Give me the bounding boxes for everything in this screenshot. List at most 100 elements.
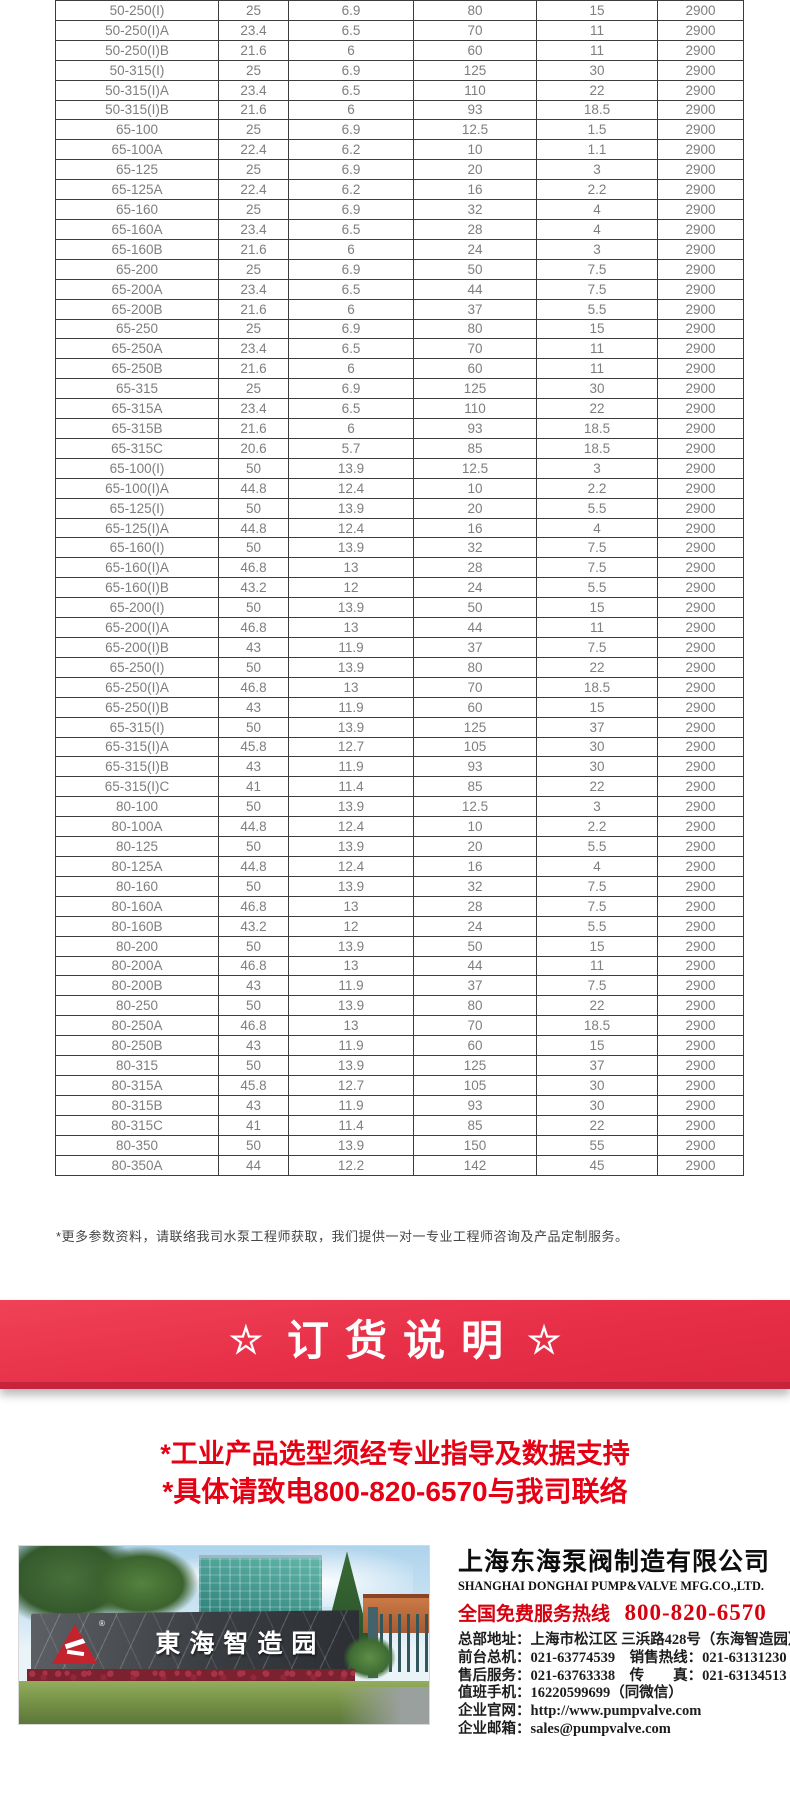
cell-value-4: 7.5: [536, 637, 658, 658]
cell-value-3: 44: [413, 617, 537, 638]
spec-row: 50-250(I)B 21.6 6 60 11 2900: [55, 39, 744, 61]
cell-value-3: 70: [413, 338, 537, 360]
cell-value-3: 70: [413, 676, 537, 698]
cell-value-3: 24: [413, 238, 537, 260]
cell-speed: 2900: [657, 736, 744, 758]
cell-value-2: 6.5: [288, 218, 414, 240]
spec-row: 65-315B 21.6 6 93 18.5 2900: [55, 418, 744, 439]
cell-value-1: 46.8: [218, 557, 289, 579]
spec-row: 65-100A 22.4 6.2 10 1.1 2900: [55, 139, 744, 161]
spec-row: 65-160(I) 50 13.9 32 7.5 2900: [55, 537, 744, 559]
cell-value-4: 3: [536, 238, 658, 260]
cell-value-2: 13.9: [288, 497, 414, 519]
cell-speed: 2900: [657, 577, 744, 599]
cell-value-3: 80: [413, 318, 537, 340]
spec-row: 65-315 25 6.9 125 30 2900: [55, 378, 744, 400]
cell-value-3: 125: [413, 1055, 537, 1076]
cell-value-4: 7.5: [536, 975, 658, 997]
cell-speed: 2900: [657, 179, 744, 201]
cell-value-1: 43: [218, 637, 289, 658]
spec-row: 65-250(I)A 46.8 13 70 18.5 2900: [55, 676, 744, 698]
note-text: *更多参数资料，请联络我司水泵工程师获取，我们提供一对一专业工程师咨询及产品定制…: [56, 1229, 629, 1244]
cell-value-4: 11: [536, 617, 658, 638]
pump-spec-table: 50-250(I) 25 6.9 80 15 2900 50-250(I)A 2…: [55, 0, 744, 1177]
cell-model: 65-125: [55, 159, 219, 181]
cell-speed: 2900: [657, 796, 744, 818]
cell-speed: 2900: [657, 637, 744, 658]
cell-value-1: 25: [218, 378, 289, 400]
cell-value-3: 37: [413, 975, 537, 997]
cell-value-2: 13.9: [288, 537, 414, 559]
cell-value-4: 5.5: [536, 298, 658, 320]
cell-speed: 2900: [657, 1015, 744, 1037]
contact-line: 售后服务：021-63763338 传 真：021-63134513: [458, 1667, 787, 1684]
spec-row: 65-315C 20.6 5.7 85 18.5 2900: [55, 437, 744, 459]
spec-row: 65-250B 21.6 6 60 11 2900: [55, 358, 744, 380]
cell-speed: 2900: [657, 995, 744, 1017]
cell-value-3: 70: [413, 19, 537, 41]
cell-speed: 2900: [657, 378, 744, 400]
cell-speed: 2900: [657, 915, 744, 937]
cell-speed: 2900: [657, 0, 744, 21]
cell-value-4: 5.5: [536, 836, 658, 857]
cell-value-1: 23.4: [218, 338, 289, 360]
cell-model: 65-100(I)A: [55, 477, 219, 499]
cell-model: 65-200A: [55, 278, 219, 300]
cell-value-1: 21.6: [218, 99, 289, 121]
cell-speed: 2900: [657, 1094, 744, 1116]
cell-speed: 2900: [657, 59, 744, 81]
cell-value-2: 6: [288, 298, 414, 320]
spec-row: 50-315(I)A 23.4 6.5 110 22 2900: [55, 79, 744, 101]
cell-value-3: 142: [413, 1154, 537, 1177]
cell-value-2: 6.9: [288, 159, 414, 181]
spec-row: 65-125 25 6.9 20 3 2900: [55, 159, 744, 181]
cell-value-4: 22: [536, 776, 658, 798]
cell-speed: 2900: [657, 597, 744, 619]
spec-row: 80-100A 44.8 12.4 10 2.2 2900: [55, 816, 744, 838]
cell-value-4: 22: [536, 995, 658, 1017]
logo-mark: [67, 1649, 86, 1657]
cell-value-2: 6.9: [288, 378, 414, 400]
cell-value-1: 44.8: [218, 477, 289, 499]
cell-value-4: 7.5: [536, 557, 658, 579]
contact-line: 总部地址：上海市松江区 三浜路428号（东海智造园）: [458, 1632, 790, 1648]
cell-value-4: 11: [536, 338, 658, 360]
cell-value-1: 23.4: [218, 79, 289, 101]
cell-model: 80-250: [55, 995, 219, 1017]
cell-speed: 2900: [657, 99, 744, 121]
cell-model: 65-160A: [55, 218, 219, 240]
cell-value-3: 93: [413, 756, 537, 778]
advisory-line-2: *具体请致电800-820-6570与我司联络: [162, 1476, 628, 1507]
cell-speed: 2900: [657, 19, 744, 41]
cell-speed: 2900: [657, 338, 744, 360]
cell-value-1: 21.6: [218, 418, 289, 439]
cell-value-4: 22: [536, 656, 658, 678]
company-name-en: SHANGHAI DONGHAI PUMP&VALVE MFG.CO.,LTD.: [458, 1579, 764, 1593]
cell-value-3: 10: [413, 477, 537, 499]
cell-speed: 2900: [657, 298, 744, 320]
cell-value-2: 12: [288, 915, 414, 937]
cell-value-4: 18.5: [536, 676, 658, 698]
cell-value-1: 43: [218, 975, 289, 997]
cell-value-2: 6: [288, 39, 414, 61]
cell-value-2: 13: [288, 617, 414, 638]
cell-value-2: 6.9: [288, 258, 414, 280]
cell-value-4: 22: [536, 1114, 658, 1136]
cell-value-3: 60: [413, 696, 537, 718]
cell-model: 80-250B: [55, 1035, 219, 1057]
spec-row: 80-200B 43 11.9 37 7.5 2900: [55, 975, 744, 997]
cell-value-4: 30: [536, 1074, 658, 1096]
spec-row: 65-315A 23.4 6.5 110 22 2900: [55, 398, 744, 420]
cell-value-3: 85: [413, 437, 537, 459]
cell-value-1: 25: [218, 199, 289, 220]
cell-model: 50-250(I)B: [55, 39, 219, 61]
service-hotline: 全国免费服务热线 800-820-6570: [458, 1599, 788, 1626]
cell-value-4: 45: [536, 1154, 658, 1177]
cell-value-4: 18.5: [536, 99, 658, 121]
cell-value-1: 46.8: [218, 617, 289, 638]
cell-value-1: 23.4: [218, 218, 289, 240]
cell-speed: 2900: [657, 358, 744, 380]
cell-speed: 2900: [657, 816, 744, 838]
cell-speed: 2900: [657, 238, 744, 260]
cell-value-4: 4: [536, 218, 658, 240]
